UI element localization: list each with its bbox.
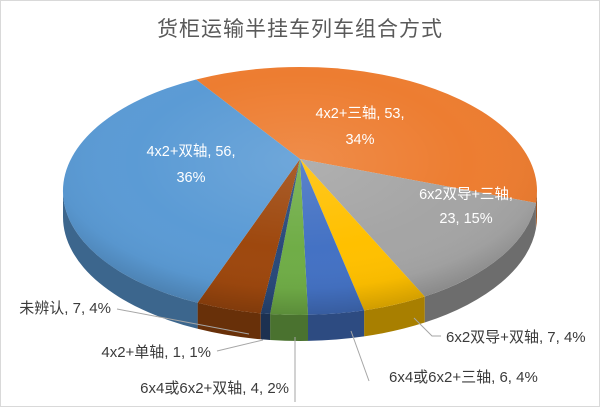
pie-slice-side	[270, 314, 308, 341]
leader-line	[216, 339, 264, 352]
slice-label: 6x2双导+双轴, 7, 4%	[446, 329, 586, 346]
leader-line	[116, 308, 250, 335]
pie-slice-side	[260, 313, 271, 340]
leader-line	[413, 317, 441, 337]
slice-label: 6x4或6x2+三轴, 6, 4%	[389, 369, 538, 386]
slice-label: 34%	[345, 132, 374, 148]
chart-title: 货柜运输半挂车列车组合方式	[157, 18, 443, 41]
slice-label: 未辨认, 7, 4%	[19, 300, 111, 317]
pie-slice-side	[308, 310, 365, 341]
slice-label: 6x2双导+三轴,	[419, 186, 513, 203]
slice-label: 23, 15%	[439, 211, 492, 227]
slice-label: 6x4或6x2+双轴, 4, 2%	[140, 380, 289, 397]
slice-label: 4x2+三轴, 53,	[315, 105, 404, 122]
slice-label: 36%	[176, 170, 205, 186]
leader-line	[350, 330, 370, 382]
slice-label: 4x2+单轴, 1, 1%	[101, 344, 211, 361]
slice-label: 4x2+双轴, 56,	[146, 143, 235, 160]
